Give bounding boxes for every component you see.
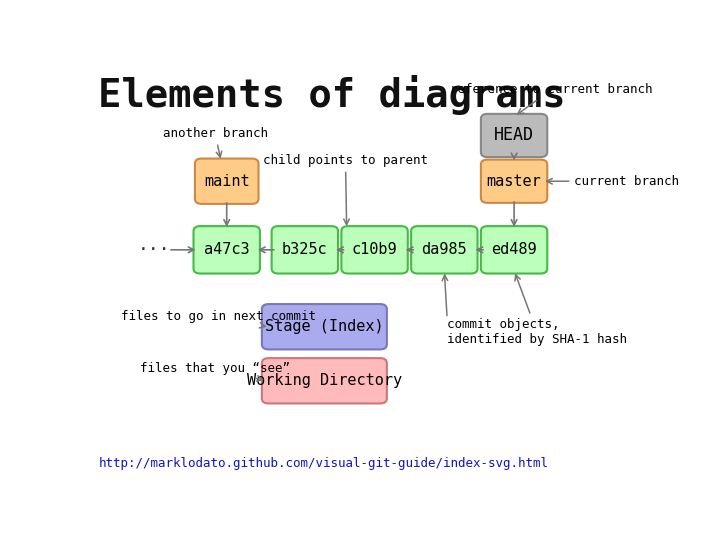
FancyBboxPatch shape (262, 358, 387, 403)
Text: Elements of diagrams: Elements of diagrams (99, 75, 566, 115)
Text: Stage (Index): Stage (Index) (265, 319, 384, 334)
FancyBboxPatch shape (341, 226, 408, 274)
Text: http://marklodato.github.com/visual-git-guide/index-svg.html: http://marklodato.github.com/visual-git-… (99, 457, 549, 470)
FancyBboxPatch shape (481, 160, 547, 203)
FancyBboxPatch shape (262, 304, 387, 349)
FancyBboxPatch shape (195, 159, 258, 204)
FancyBboxPatch shape (271, 226, 338, 274)
Text: files that you “see”: files that you “see” (140, 362, 290, 381)
Text: da985: da985 (421, 242, 467, 258)
Text: ···: ··· (138, 241, 171, 259)
Text: files to go in next commit: files to go in next commit (121, 310, 315, 328)
Text: commit objects,
identified by SHA-1 hash: commit objects, identified by SHA-1 hash (447, 275, 627, 347)
Text: a47c3: a47c3 (204, 242, 250, 258)
Text: master: master (487, 174, 541, 188)
Text: maint: maint (204, 174, 250, 188)
Text: reference to current branch: reference to current branch (450, 83, 652, 114)
Text: HEAD: HEAD (494, 126, 534, 145)
Text: c10b9: c10b9 (352, 242, 397, 258)
Text: child points to parent: child points to parent (263, 154, 428, 225)
Text: current branch: current branch (546, 175, 680, 188)
Text: another branch: another branch (163, 127, 268, 157)
FancyBboxPatch shape (411, 226, 477, 274)
FancyBboxPatch shape (481, 114, 547, 157)
Text: Working Directory: Working Directory (247, 373, 402, 388)
Text: ed489: ed489 (491, 242, 537, 258)
FancyBboxPatch shape (194, 226, 260, 274)
Text: b325c: b325c (282, 242, 328, 258)
FancyBboxPatch shape (481, 226, 547, 274)
